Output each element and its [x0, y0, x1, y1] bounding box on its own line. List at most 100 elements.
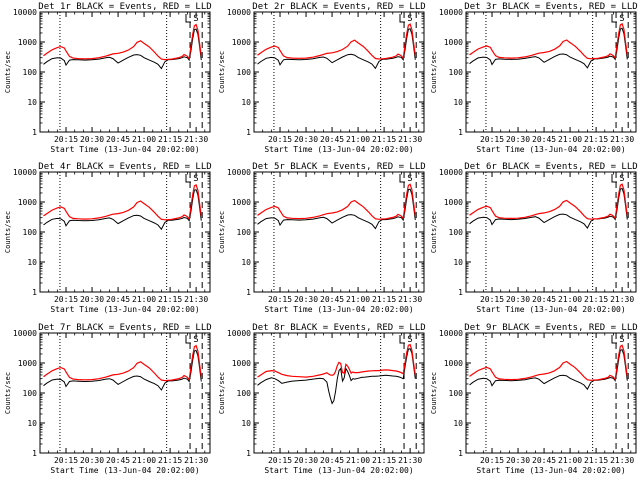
x-tick-label: 21:30 [398, 456, 422, 465]
panel-title: Det 2r BLACK = Events, RED = LLD [252, 2, 425, 12]
x-tick-label: 21:30 [398, 135, 422, 144]
y-tick-label: 1000 [444, 198, 463, 207]
y-tick-label: 10 [241, 419, 251, 428]
x-tick-label: 20:45 [532, 456, 556, 465]
y-tick-label: 1 [32, 449, 37, 458]
corner-bracket [399, 14, 405, 23]
x-tick-label: 20:15 [268, 135, 292, 144]
corner-bracket [611, 174, 617, 183]
x-tick-label: 20:30 [294, 295, 318, 304]
corner-s-label: S [619, 14, 624, 24]
panel-title: Det 9r BLACK = Events, RED = LLD [464, 323, 637, 333]
y-tick-label: 1 [246, 128, 251, 137]
x-tick-label: 20:15 [54, 295, 78, 304]
y-axis-label: Counts/sec [218, 51, 226, 93]
x-tick-label: 21:00 [132, 135, 156, 144]
corner-s-label: S [619, 335, 624, 345]
x-tick-label: 20:30 [80, 135, 104, 144]
series-lld-line [257, 343, 416, 378]
series-events-line [469, 27, 628, 69]
x-axis-label: Start Time (13-Jun-04 20:02:00) [50, 305, 199, 314]
y-tick-label: 10 [453, 419, 463, 428]
y-tick-label: 10000 [439, 329, 463, 338]
y-tick-label: 1 [458, 449, 463, 458]
y-tick-label: 10 [453, 258, 463, 267]
x-axis-label: Start Time (13-Jun-04 20:02:00) [264, 305, 413, 314]
x-tick-label: 20:15 [480, 456, 504, 465]
series-events-line [43, 189, 202, 231]
x-tick-label: 20:15 [480, 295, 504, 304]
x-tick-label: 20:45 [320, 456, 344, 465]
series-lld-line [469, 22, 628, 60]
corner-bracket [611, 14, 617, 23]
x-tick-label: 21:00 [346, 456, 370, 465]
x-tick-label: 20:30 [294, 135, 318, 144]
panel-title: Det 4r BLACK = Events, RED = LLD [38, 162, 211, 172]
y-tick-label: 10000 [227, 8, 251, 17]
y-tick-label: 1000 [444, 359, 463, 368]
y-tick-label: 1 [32, 128, 37, 137]
x-axis-label: Start Time (13-Jun-04 20:02:00) [476, 145, 625, 154]
plot-frame [465, 171, 637, 293]
y-tick-label: 100 [23, 68, 38, 77]
x-tick-label: 21:30 [184, 295, 208, 304]
x-tick-label: 20:45 [320, 295, 344, 304]
y-tick-label: 1 [32, 288, 37, 297]
x-tick-label: 20:45 [532, 295, 556, 304]
x-tick-label: 20:30 [80, 456, 104, 465]
y-tick-label: 1000 [232, 198, 251, 207]
series-lld-line [257, 183, 416, 220]
y-tick-label: 1000 [18, 359, 37, 368]
y-axis-label: Counts/sec [218, 372, 226, 414]
series-events-line [469, 187, 628, 230]
y-tick-label: 1000 [444, 38, 463, 47]
x-tick-label: 20:45 [106, 295, 130, 304]
corner-s-label: S [619, 174, 624, 184]
y-tick-label: 1000 [232, 38, 251, 47]
x-tick-label: 21:00 [346, 295, 370, 304]
corner-bracket [185, 14, 191, 23]
x-axis-label: Start Time (13-Jun-04 20:02:00) [264, 145, 413, 154]
y-axis-label: Counts/sec [4, 211, 12, 253]
x-axis-label: Start Time (13-Jun-04 20:02:00) [264, 466, 413, 475]
y-tick-label: 10 [27, 258, 37, 267]
plot-frame [39, 332, 211, 454]
x-tick-label: 21:15 [372, 456, 396, 465]
panel-det-9r: Det 9r BLACK = Events, RED = LLD 1 10 100 10… [430, 323, 638, 475]
panel-det-4r: Det 4r BLACK = Events, RED = LLD 1 10 100 10… [4, 162, 212, 314]
x-tick-label: 20:15 [480, 135, 504, 144]
series-events-line [257, 28, 416, 70]
x-axis-label: Start Time (13-Jun-04 20:02:00) [476, 305, 625, 314]
corner-bracket [399, 174, 405, 183]
x-axis-label: Start Time (13-Jun-04 20:02:00) [50, 466, 199, 475]
corner-s-label: S [407, 335, 412, 345]
series-lld-line [469, 344, 628, 381]
series-events-line [43, 349, 202, 391]
corner-s-label: S [407, 14, 412, 24]
plot-frame [253, 332, 425, 454]
corner-bracket [611, 335, 617, 344]
y-axis-label: Counts/sec [4, 51, 12, 93]
x-tick-label: 20:30 [506, 456, 530, 465]
x-tick-label: 21:15 [584, 135, 608, 144]
x-tick-label: 20:45 [106, 456, 130, 465]
x-tick-label: 20:15 [54, 135, 78, 144]
plot-frame [39, 171, 211, 293]
x-tick-label: 21:15 [158, 295, 182, 304]
corner-bracket [185, 174, 191, 183]
x-tick-label: 21:15 [158, 456, 182, 465]
y-axis-label: Counts/sec [430, 51, 438, 93]
y-tick-label: 10 [27, 98, 37, 107]
y-tick-label: 10000 [13, 8, 37, 17]
corner-s-label: S [407, 174, 412, 184]
x-tick-label: 20:30 [506, 135, 530, 144]
x-tick-label: 21:15 [584, 295, 608, 304]
x-tick-label: 21:00 [558, 456, 582, 465]
y-tick-label: 10 [27, 419, 37, 428]
panel-det-1r: Det 1r BLACK = Events, RED = LLD 1 10 100 10… [4, 2, 212, 154]
x-tick-label: 21:00 [558, 295, 582, 304]
panel-title: Det 1r BLACK = Events, RED = LLD [38, 2, 211, 12]
y-tick-label: 10 [241, 98, 251, 107]
y-tick-label: 10000 [227, 329, 251, 338]
y-tick-label: 100 [449, 68, 464, 77]
